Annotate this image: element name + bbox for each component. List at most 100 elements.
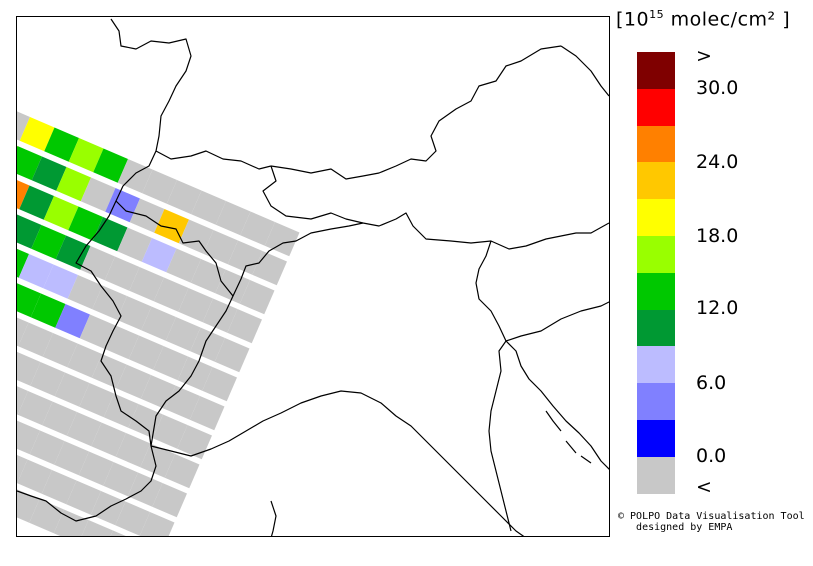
swath-pixel <box>19 185 54 220</box>
swath-pixel <box>215 201 251 236</box>
swath-pixel <box>104 325 139 360</box>
swath-pixel <box>79 314 115 349</box>
swath-pixel <box>153 346 188 381</box>
coast-adriatic <box>488 340 512 532</box>
swath-pixel <box>41 470 77 505</box>
legend-label: 30.0 <box>696 77 739 99</box>
map-panel <box>16 16 610 537</box>
swath-pixel <box>17 459 52 494</box>
swath-pixel <box>227 240 263 275</box>
swath-pixel <box>66 480 101 515</box>
swath-pixel <box>17 386 28 415</box>
swath-pixel <box>264 222 300 257</box>
swath-pixel <box>17 420 40 455</box>
credit-line-2: designed by EMPA <box>618 522 733 533</box>
credit-line-1: © POLPO Data Visualisation Tool <box>618 511 805 522</box>
legend-unit-label: [1015 molec/cm² ] <box>616 8 791 31</box>
swath-pixel <box>42 401 77 436</box>
border-italy-france <box>150 295 234 447</box>
swath-pixel <box>18 254 54 289</box>
coast-croatia <box>505 340 609 470</box>
swath-pixel <box>191 190 226 225</box>
swath-pixel <box>80 177 116 212</box>
legend-swatch <box>637 383 675 420</box>
swath-pixel <box>239 280 275 315</box>
swath-pixel <box>152 414 188 449</box>
swath-pixel <box>117 159 153 194</box>
legend-swatch <box>637 272 675 310</box>
swath-pixel <box>17 351 41 386</box>
border-france-north <box>110 18 192 152</box>
border-slovenia-croatia <box>505 301 609 342</box>
swath-pixel <box>17 111 30 141</box>
swath-pixel <box>115 501 150 536</box>
swath-pixel <box>141 238 177 273</box>
legend-label: 18.0 <box>696 225 739 247</box>
swath-pixel <box>165 317 201 352</box>
swath-pixel <box>30 293 66 328</box>
swath-pixel <box>29 499 64 534</box>
swath-pixel <box>31 225 66 260</box>
swath-pixel <box>66 412 102 447</box>
legend-swatch <box>637 419 675 457</box>
swath-pixel <box>79 383 114 418</box>
coast-corsica <box>270 500 277 536</box>
border-germany-switzerland <box>155 150 272 170</box>
swath-pixel <box>128 335 164 370</box>
border-switzerland-france <box>75 150 157 447</box>
legend-swatch <box>637 88 675 126</box>
swath-pixel <box>17 455 28 484</box>
swath-pixel <box>80 246 115 281</box>
swath-pixel <box>29 430 65 465</box>
border-austria-italy <box>362 212 609 250</box>
legend-label: 24.0 <box>696 151 739 173</box>
legend-swatch <box>637 162 675 200</box>
swath-pixel <box>54 441 89 476</box>
swath-pixel <box>17 283 41 318</box>
swath-pixel <box>189 396 225 431</box>
swath-pixel <box>56 167 91 202</box>
border-germany-austria <box>270 45 562 180</box>
swath-pixel <box>42 333 78 368</box>
swath-pixel <box>153 277 189 312</box>
swath-pixel <box>55 235 91 270</box>
border-italy-slovenia <box>475 240 507 342</box>
swath-pixel <box>92 217 128 252</box>
swath-pixel <box>17 145 18 148</box>
swath-pixel <box>240 211 275 246</box>
legend-label: 6.0 <box>696 372 727 394</box>
satellite-swath <box>17 111 300 536</box>
border-czech-austria <box>560 45 609 97</box>
swath-pixel <box>142 169 177 204</box>
swath-pixel <box>140 443 175 478</box>
swath-pixel <box>177 425 212 460</box>
swath-pixel <box>43 264 78 299</box>
swath-pixel <box>67 275 103 310</box>
swath-pixel <box>129 198 165 233</box>
swath-pixel <box>252 251 287 286</box>
swath-pixel <box>53 509 89 536</box>
map-canvas <box>17 18 609 536</box>
swath-pixel <box>127 472 163 507</box>
swath-pixel <box>105 188 140 223</box>
swath-pixel <box>139 512 175 536</box>
legend-swatch <box>637 456 675 494</box>
swath-pixel <box>93 148 128 183</box>
swath-pixel <box>164 454 200 489</box>
legend-label: 0.0 <box>696 445 727 467</box>
swath-pixel <box>78 451 114 486</box>
swath-pixel <box>203 230 238 265</box>
country-borders <box>17 18 609 536</box>
swath-pixel <box>17 146 42 181</box>
swath-pixel <box>18 322 53 357</box>
swath-pixel <box>91 422 126 457</box>
swath-pixel <box>68 206 103 241</box>
swath-pixel <box>190 327 225 362</box>
swath-pixel <box>178 219 214 254</box>
swath-pixel <box>129 267 164 302</box>
swath-pixel <box>202 367 237 402</box>
swath-pixel <box>104 256 140 291</box>
swath-pixel <box>17 248 29 278</box>
legend-swatch <box>637 52 675 89</box>
swath-pixel <box>116 364 151 399</box>
